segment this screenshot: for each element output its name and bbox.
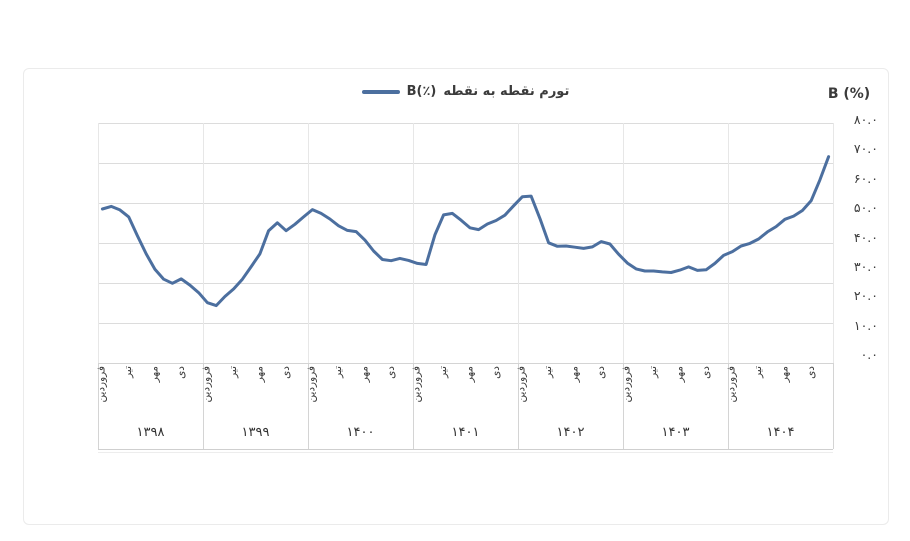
y-tick-label: ۸۰.۰	[853, 112, 878, 127]
year-separator-table	[203, 363, 204, 449]
month-tick-label: دی	[279, 366, 292, 379]
year-separator-table	[728, 363, 729, 449]
year-label: ۱۴۰۰	[346, 425, 375, 440]
year-separator-table	[833, 363, 834, 449]
month-tick-label: تیر	[122, 366, 135, 378]
y-tick-label: ۳۰.۰	[853, 258, 878, 274]
year-separator-plot	[98, 123, 99, 363]
year-cell: ۱۳۹۹	[203, 363, 308, 449]
month-tick-label: فروردین	[515, 366, 528, 403]
h-gridline	[98, 203, 833, 204]
year-cell: ۱۴۰۴	[728, 363, 833, 449]
year-cell: ۱۳۹۸	[98, 363, 203, 449]
month-tick-label: تیر	[227, 366, 240, 378]
month-tick-label: فروردین	[305, 366, 318, 403]
year-cell: ۱۴۰۰	[308, 363, 413, 449]
month-tick-label: فروردین	[725, 366, 738, 403]
x-table-bottom-border	[98, 449, 833, 450]
year-separator-plot	[623, 123, 624, 363]
month-tick-label: تیر	[542, 366, 555, 378]
legend-latin-label: B(٪)	[406, 83, 437, 99]
h-gridline	[98, 163, 833, 164]
year-separator-table	[623, 363, 624, 449]
y-tick-label: ۶۰.۰	[853, 170, 878, 186]
year-separator-table	[308, 363, 309, 449]
chart-legend: B(٪) تورم نقطه به نقطه	[98, 82, 833, 100]
month-tick-label: مهر	[148, 366, 161, 383]
month-tick-label: فروردین	[620, 366, 633, 403]
month-tick-label: دی	[489, 366, 502, 379]
y-axis-title: B (%)	[827, 86, 871, 102]
month-tick-label: تیر	[752, 366, 765, 378]
legend-series-label: تورم نقطه به نقطه	[443, 83, 570, 99]
month-tick-label: دی	[384, 366, 397, 379]
year-separator-plot	[308, 123, 309, 363]
year-separator-table	[518, 363, 519, 449]
x-table-top-border	[98, 363, 833, 364]
year-separator-plot	[413, 123, 414, 363]
month-tick-label: مهر	[568, 366, 581, 383]
year-cell: ۱۴۰۲	[518, 363, 623, 449]
legend-line-marker	[361, 89, 400, 94]
year-separator-plot	[728, 123, 729, 363]
x-table-shadow-line	[98, 452, 833, 453]
year-label: ۱۴۰۳	[661, 425, 690, 440]
month-tick-label: مهر	[463, 366, 476, 383]
month-tick-label: تیر	[437, 366, 450, 378]
month-tick-label: مهر	[778, 366, 791, 383]
y-tick-label: ۱۰.۰	[853, 317, 878, 333]
y-tick-label: ۷۰.۰	[853, 141, 878, 157]
y-tick-label: ۲۰.۰	[853, 288, 878, 304]
month-tick-label: تیر	[332, 366, 345, 378]
year-cell: ۱۴۰۳	[623, 363, 728, 449]
year-label: ۱۴۰۲	[556, 425, 585, 440]
month-tick-label: فروردین	[95, 366, 108, 403]
year-separator-plot	[518, 123, 519, 363]
year-label: ۱۴۰۱	[451, 425, 480, 440]
h-gridline	[98, 283, 833, 284]
month-tick-label: تیر	[647, 366, 660, 378]
year-cell: ۱۴۰۱	[413, 363, 518, 449]
year-label: ۱۴۰۴	[766, 425, 795, 440]
year-separator-plot	[833, 123, 834, 363]
month-tick-label: مهر	[673, 366, 686, 383]
month-tick-label: مهر	[253, 366, 266, 383]
y-axis-labels: ۸۰.۰ ۷۰.۰ ۶۰.۰ ۵۰.۰ ۴۰.۰ ۳۰.۰ ۲۰.۰ ۱۰.۰ ۰.۰	[836, 0, 878, 541]
month-tick-label: دی	[594, 366, 607, 379]
h-gridline	[98, 323, 833, 324]
chart-frame	[23, 68, 889, 525]
h-gridline	[98, 243, 833, 244]
y-tick-label: ۴۰.۰	[853, 229, 878, 245]
y-tick-label: ۵۰.۰	[853, 200, 878, 216]
year-label: ۱۳۹۹	[241, 425, 270, 440]
year-separator-table	[413, 363, 414, 449]
y-tick-label: ۰.۰	[860, 347, 878, 362]
month-tick-label: دی	[804, 366, 817, 379]
year-label: ۱۳۹۸	[136, 425, 165, 440]
month-tick-label: دی	[699, 366, 712, 379]
h-gridline	[98, 123, 833, 124]
month-tick-label: مهر	[358, 366, 371, 383]
month-tick-label: فروردین	[410, 366, 423, 403]
month-tick-label: فروردین	[200, 366, 213, 403]
year-separator-plot	[203, 123, 204, 363]
month-tick-label: دی	[174, 366, 187, 379]
year-separator-table	[98, 363, 99, 449]
